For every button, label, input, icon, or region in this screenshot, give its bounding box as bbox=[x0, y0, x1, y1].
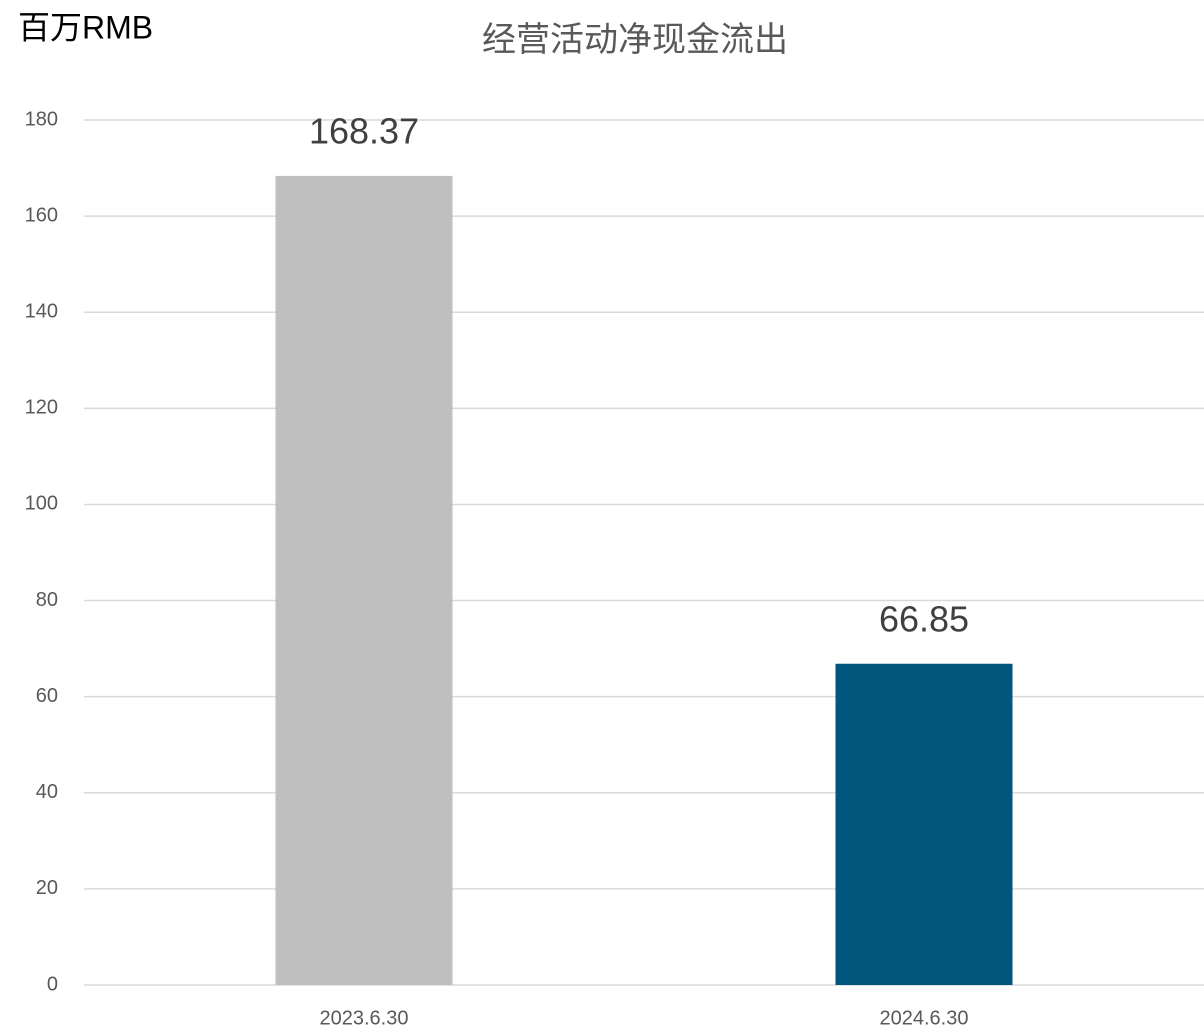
chart-title: 经营活动净现金流出 bbox=[482, 21, 788, 59]
bar bbox=[835, 663, 1013, 985]
y-tick-label: 40 bbox=[36, 781, 58, 803]
y-tick-label: 60 bbox=[36, 685, 58, 707]
x-tick-label: 2023.6.30 bbox=[320, 1007, 409, 1029]
y-tick-label: 20 bbox=[36, 877, 58, 899]
y-tick-label: 140 bbox=[25, 301, 58, 323]
bar bbox=[275, 175, 453, 985]
y-tick-label: 100 bbox=[25, 493, 58, 515]
y-tick-label: 0 bbox=[47, 973, 58, 995]
y-tick-label: 180 bbox=[25, 108, 58, 130]
y-axis-label: 百万RMB bbox=[18, 9, 153, 45]
data-label: 66.85 bbox=[879, 598, 969, 639]
data-label: 168.37 bbox=[309, 110, 419, 151]
y-tick-label: 120 bbox=[25, 397, 58, 419]
x-tick-label: 2024.6.30 bbox=[880, 1007, 969, 1029]
y-tick-label: 160 bbox=[25, 204, 58, 226]
y-tick-label: 80 bbox=[36, 589, 58, 611]
